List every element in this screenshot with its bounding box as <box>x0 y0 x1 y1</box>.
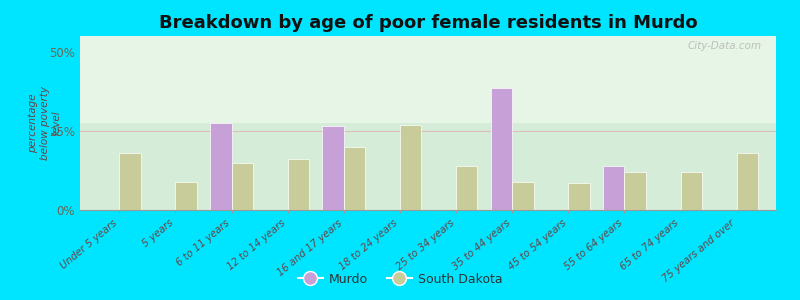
Bar <box>491 88 512 210</box>
Bar <box>231 163 253 210</box>
Title: Breakdown by age of poor female residents in Murdo: Breakdown by age of poor female resident… <box>158 14 698 32</box>
Bar <box>119 153 141 210</box>
Bar <box>400 124 422 210</box>
Bar <box>681 172 702 210</box>
Text: City-Data.com: City-Data.com <box>688 41 762 51</box>
Bar <box>175 182 197 210</box>
Bar <box>456 166 478 210</box>
Legend: Murdo, South Dakota: Murdo, South Dakota <box>293 268 507 291</box>
Bar <box>568 183 590 210</box>
Bar <box>512 182 534 210</box>
Bar <box>737 153 758 210</box>
Bar <box>210 123 231 210</box>
Y-axis label: percentage
below poverty
level: percentage below poverty level <box>28 86 62 160</box>
Bar <box>603 166 625 210</box>
Bar <box>344 147 365 210</box>
Bar <box>288 159 309 210</box>
Bar <box>322 126 344 210</box>
Bar <box>625 172 646 210</box>
